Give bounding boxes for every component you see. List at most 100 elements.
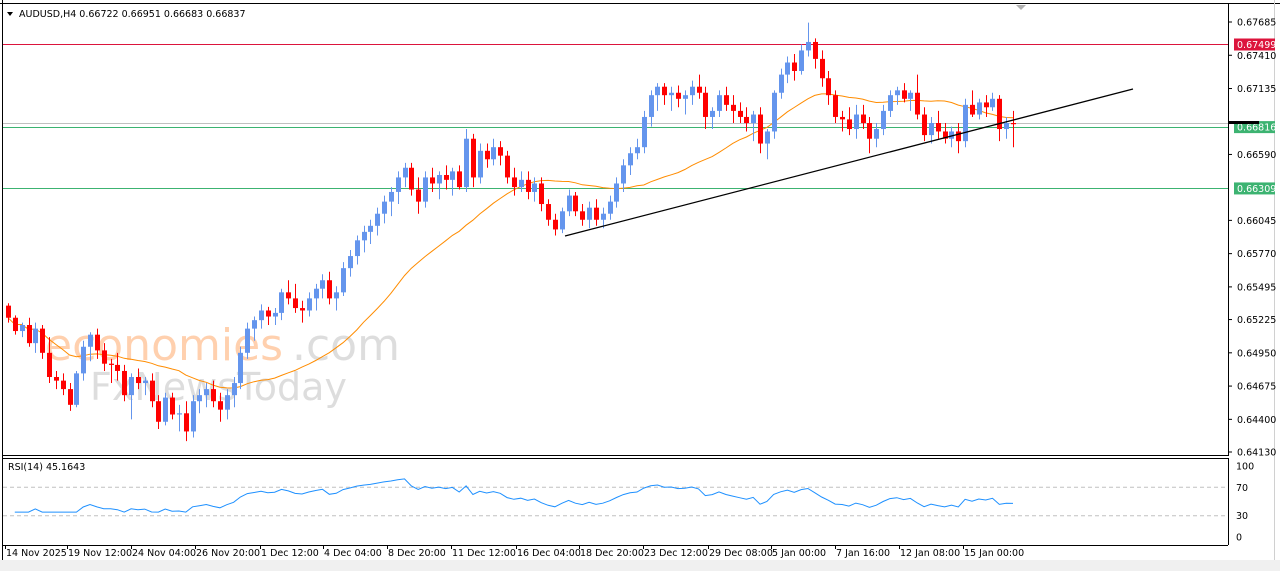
candle-body	[211, 389, 216, 402]
candle-body	[512, 177, 517, 188]
candle	[908, 90, 913, 111]
candle	[915, 74, 920, 120]
candle	[526, 171, 531, 200]
rsi-tick-label: 70	[1236, 483, 1248, 494]
candle-body	[662, 86, 667, 96]
rsi-line	[14, 478, 1014, 513]
candle	[348, 250, 353, 277]
watermark: economies .com FxNewsToday	[45, 320, 400, 409]
candle-body	[847, 119, 852, 130]
candle-body	[6, 305, 11, 318]
candle-body	[683, 95, 688, 99]
candle-body	[697, 86, 702, 93]
price-tick-label: 0.65495	[1237, 282, 1276, 293]
candle	[13, 315, 18, 335]
candle-body	[437, 175, 442, 184]
candle	[457, 165, 462, 190]
candle	[498, 141, 503, 166]
candle-body	[751, 114, 756, 123]
candle	[156, 395, 161, 430]
candle	[683, 90, 688, 115]
candle	[74, 370, 79, 408]
candle-body	[546, 204, 551, 220]
candle	[580, 204, 585, 226]
candle	[635, 138, 640, 160]
time-tick-label: 5 Jan 00:00	[772, 548, 826, 559]
candle-body	[888, 95, 893, 111]
symbol-menu-dropdown-icon[interactable]	[7, 12, 13, 16]
moving-average-line	[7, 93, 1014, 389]
candle	[33, 322, 38, 353]
resistance-badge-label: 0.67499	[1237, 40, 1276, 51]
candle-body	[54, 377, 59, 381]
time-tick-label: 29 Dec 08:00	[709, 548, 773, 559]
candle	[423, 171, 428, 208]
candle-body	[820, 58, 825, 79]
watermark-dotcom: .com	[292, 320, 400, 371]
candle-body	[731, 104, 736, 111]
candle	[450, 167, 455, 196]
support-1-badge	[1234, 121, 1275, 134]
candle	[88, 332, 93, 362]
candle-body	[874, 129, 879, 139]
candle	[990, 92, 995, 111]
candle-body	[279, 292, 284, 313]
candle-body	[478, 150, 483, 178]
candle	[751, 110, 756, 142]
candle-body	[826, 78, 831, 96]
candle-body	[88, 334, 93, 347]
candle	[341, 262, 346, 296]
candle	[785, 56, 790, 84]
candle	[362, 225, 367, 253]
candle	[191, 395, 196, 438]
candle-body	[95, 334, 100, 351]
candle	[840, 110, 845, 132]
candle-body	[785, 62, 790, 75]
candle-body	[389, 191, 394, 202]
candle	[655, 83, 660, 111]
candle-body	[375, 213, 380, 226]
time-tick-label: 18 Dec 20:00	[580, 548, 644, 559]
ascending-trendline[interactable]	[564, 88, 1134, 237]
candle-body	[676, 92, 681, 99]
candle-body	[758, 114, 763, 144]
candle-body	[867, 122, 872, 139]
candle	[539, 177, 544, 212]
candle-body	[33, 328, 38, 344]
candle	[27, 317, 32, 347]
rsi-tick-label: 0	[1236, 533, 1242, 544]
candle	[143, 377, 148, 396]
candle-body	[738, 110, 743, 117]
candle-body	[136, 377, 141, 384]
candle	[949, 126, 954, 148]
time-tick-label: 15 Jan 00:00	[964, 548, 1024, 559]
candle-body	[936, 122, 941, 132]
candle-body	[567, 195, 572, 212]
candle-body	[238, 352, 243, 384]
candle	[621, 159, 626, 192]
candle-body	[225, 395, 230, 410]
candle-body	[915, 92, 920, 115]
candle-body	[368, 225, 373, 232]
candle-body	[218, 401, 223, 410]
candle-body	[990, 98, 995, 108]
candle	[567, 189, 572, 217]
candle	[587, 201, 592, 229]
candle	[874, 122, 879, 148]
price-tick-label: 0.65770	[1237, 249, 1276, 260]
candle	[676, 85, 681, 108]
candle	[368, 219, 373, 244]
chart-shift-marker-icon[interactable]	[1016, 5, 1026, 10]
candle-body	[908, 92, 913, 99]
candle-body	[717, 95, 722, 111]
candle-body	[792, 62, 797, 71]
candle-body	[109, 363, 114, 365]
candle-body	[895, 90, 900, 96]
rsi-tick-label: 30	[1236, 511, 1248, 522]
candle-body	[13, 317, 18, 332]
candle-body	[840, 116, 845, 120]
candle-body	[1011, 122, 1016, 125]
price-tick-label: 0.67135	[1237, 84, 1276, 95]
